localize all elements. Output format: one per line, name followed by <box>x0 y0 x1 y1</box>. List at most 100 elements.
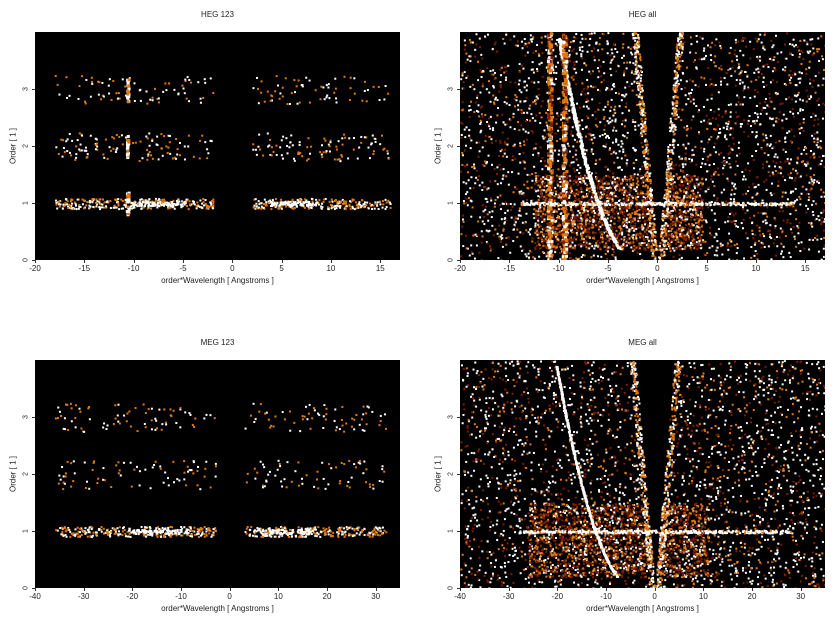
heatmap-pixel <box>605 143 608 146</box>
heatmap-pixel <box>343 207 346 210</box>
heatmap-pixel <box>326 94 329 97</box>
heatmap-pixel <box>691 158 694 161</box>
heatmap-pixel <box>316 201 319 204</box>
heatmap-pixel <box>618 207 621 210</box>
heatmap-pixel <box>698 58 701 61</box>
heatmap-pixel <box>199 101 202 104</box>
heatmap-pixel <box>806 50 809 53</box>
heatmap-pixel <box>759 123 762 126</box>
heatmap-pixel <box>568 252 571 255</box>
heatmap-pixel <box>769 233 772 236</box>
y-tick <box>32 146 35 147</box>
heatmap-pixel <box>479 122 482 125</box>
heatmap-pixel <box>812 79 815 82</box>
heatmap-pixel <box>704 83 707 86</box>
heatmap-pixel <box>291 207 294 210</box>
heatmap-pixel <box>484 134 487 137</box>
heatmap-pixel <box>600 196 603 199</box>
heatmap-pixel <box>584 216 587 219</box>
heatmap-pixel <box>490 199 493 202</box>
x-tick <box>35 260 36 263</box>
heatmap-pixel <box>720 80 723 83</box>
heatmap-pixel <box>697 221 700 224</box>
heatmap-pixel <box>636 177 639 180</box>
heatmap-pixel <box>670 218 673 221</box>
heatmap-pixel <box>597 49 600 52</box>
heatmap-pixel <box>585 149 588 152</box>
heatmap-pixel <box>699 36 702 39</box>
heatmap-pixel <box>746 122 749 125</box>
heatmap-pixel <box>516 235 519 238</box>
heatmap-pixel <box>584 223 587 226</box>
heatmap-pixel <box>713 185 716 188</box>
heatmap-pixel <box>149 201 152 204</box>
heatmap-pixel <box>801 51 804 54</box>
heatmap-pixel <box>622 240 625 243</box>
heatmap-pixel <box>687 205 690 208</box>
heatmap-pixel <box>610 59 613 62</box>
heatmap-pixel <box>758 102 761 105</box>
heatmap-pixel <box>801 185 804 188</box>
heatmap-pixel <box>815 144 818 147</box>
heatmap-pixel <box>748 186 751 189</box>
heatmap-pixel <box>606 103 609 106</box>
heatmap-pixel <box>509 81 512 84</box>
heatmap-pixel <box>389 206 392 209</box>
heatmap-pixel <box>625 208 628 211</box>
heatmap-pixel <box>151 200 154 203</box>
heatmap-pixel <box>470 244 473 247</box>
heatmap-pixel <box>719 242 722 245</box>
heatmap-pixel <box>95 144 98 147</box>
heatmap-pixel <box>531 68 534 71</box>
heatmap-pixel <box>343 75 346 78</box>
heatmap-pixel <box>642 185 645 188</box>
heatmap-pixel <box>132 142 135 145</box>
heatmap-pixel <box>666 224 669 227</box>
heatmap-pixel <box>96 142 99 145</box>
heatmap-pixel <box>461 225 464 228</box>
heatmap-pixel <box>799 175 802 178</box>
heatmap-pixel <box>764 219 767 222</box>
heatmap-pixel <box>62 139 65 142</box>
heatmap-pixel <box>612 172 615 175</box>
heatmap-pixel <box>569 60 572 63</box>
heatmap-pixel <box>581 128 584 131</box>
heatmap-pixel <box>788 130 791 133</box>
heatmap-pixel <box>209 201 212 204</box>
heatmap-pixel <box>598 59 601 62</box>
heatmap-pixel <box>604 145 607 148</box>
heatmap-pixel <box>465 76 468 79</box>
heatmap-pixel <box>477 79 480 82</box>
heatmap-pixel <box>151 139 154 142</box>
heatmap-pixel <box>811 225 814 228</box>
heatmap-pixel <box>537 199 540 202</box>
heatmap-pixel <box>754 89 757 92</box>
heatmap-pixel <box>630 71 633 74</box>
heatmap-pixel <box>594 231 597 234</box>
heatmap-pixel <box>630 184 633 187</box>
heatmap-pixel <box>544 35 547 38</box>
heatmap-pixel <box>593 184 596 187</box>
heatmap-pixel <box>149 98 152 101</box>
heatmap-pixel <box>777 180 780 183</box>
heatmap-pixel <box>575 238 578 241</box>
heatmap-pixel <box>674 220 677 223</box>
heatmap-pixel <box>553 248 556 251</box>
heatmap-pixel <box>606 200 609 203</box>
heatmap-pixel <box>800 160 803 163</box>
heatmap-pixel <box>540 224 543 227</box>
heatmap-pixel <box>786 198 789 201</box>
heatmap-pixel <box>130 202 133 205</box>
heatmap-pixel <box>484 208 487 211</box>
heatmap-pixel <box>682 143 685 146</box>
heatmap-pixel <box>339 206 342 209</box>
heatmap-pixel <box>96 145 99 148</box>
heatmap-pixel <box>798 128 801 131</box>
heatmap-pixel <box>523 86 526 89</box>
heatmap-pixel <box>680 227 683 230</box>
heatmap-pixel <box>337 202 340 205</box>
heatmap-pixel <box>384 198 387 201</box>
heatmap-pixel <box>538 112 541 115</box>
heatmap-pixel <box>537 154 540 157</box>
heatmap-pixel <box>544 199 547 202</box>
